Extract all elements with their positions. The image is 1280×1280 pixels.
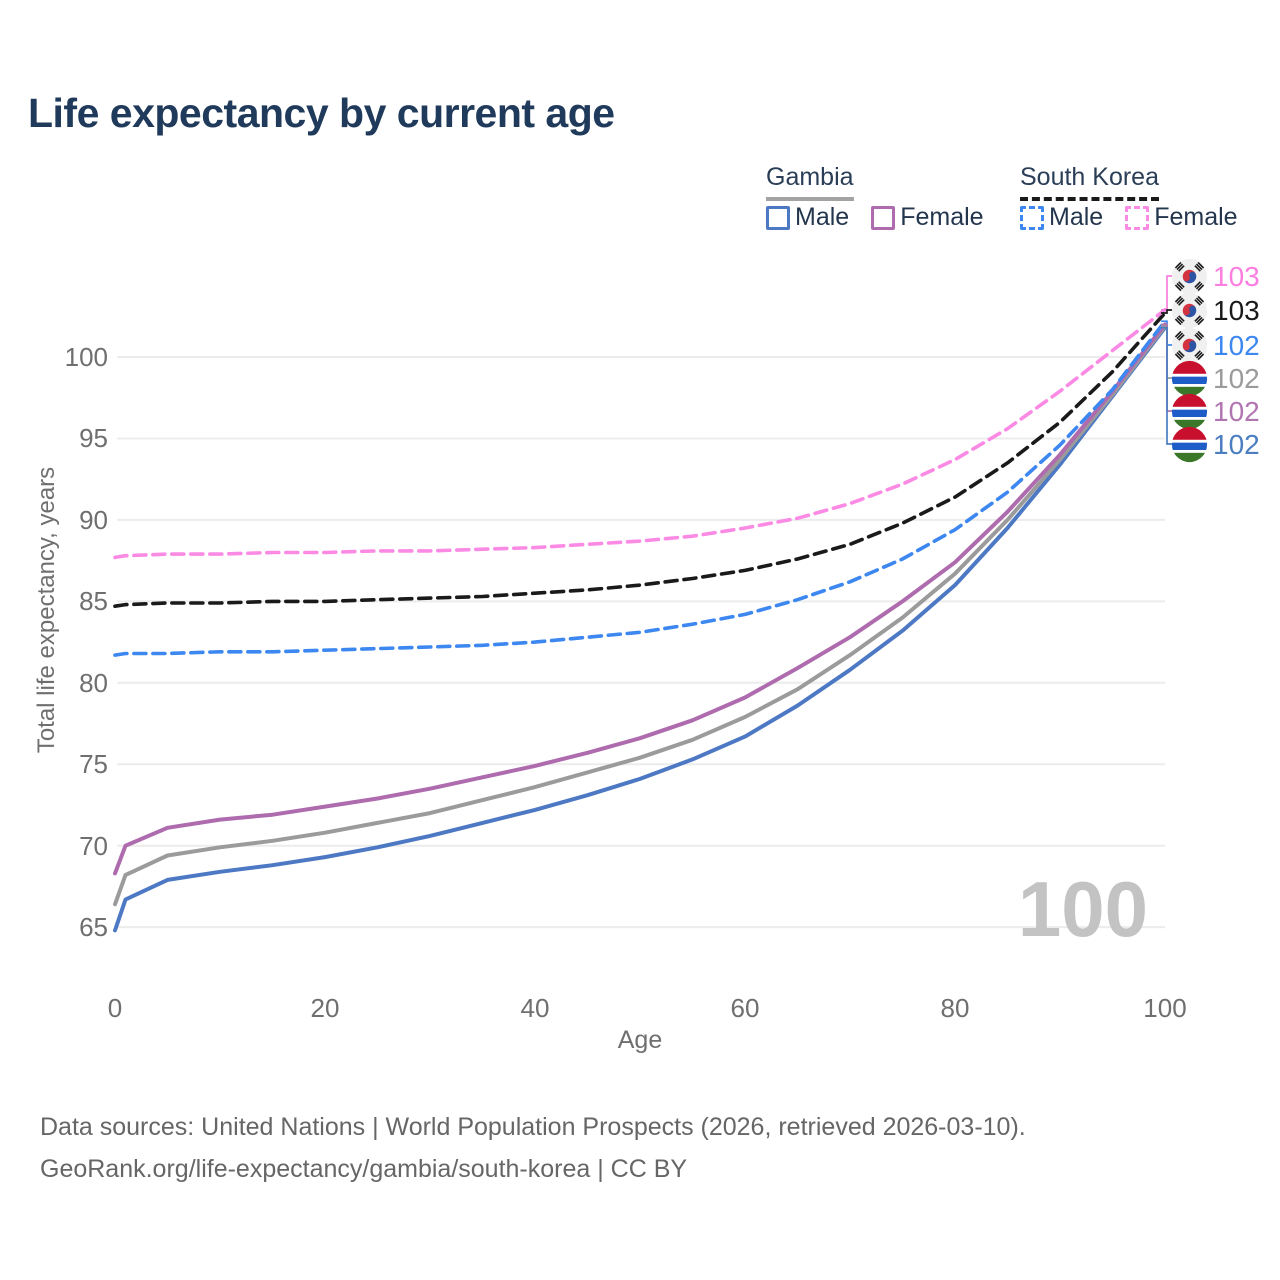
age-watermark: 100 [1017,865,1149,953]
series-line-gm_total [113,324,1167,907]
end-label-value: 102 [1213,395,1260,427]
legend-item-gambia-female[interactable]: Female [871,203,984,232]
legend-title-south-korea: South Korea [1020,163,1159,201]
legend-title-gambia: Gambia [766,163,854,201]
legend-item-gambia-male[interactable]: Male [766,203,849,232]
flag-icon-south-korea [1171,292,1208,329]
legend-label-south-korea-male: Male [1049,203,1104,231]
legend-swatch-south-korea-male [1020,205,1044,230]
flag-icon-gambia [1171,360,1208,397]
legend-item-south-korea-male[interactable]: Male [1020,203,1103,232]
legend-group-south-korea: South Korea Male Female [1020,163,1238,231]
end-label-row-sk_female[interactable]: 103 [1171,258,1260,295]
page-title: Life expectancy by current age [28,90,615,136]
y-tick-label: 95 [79,423,108,454]
end-label-value: 102 [1213,428,1260,460]
flag-icon-south-korea [1171,258,1208,295]
legend-item-south-korea-female[interactable]: Female [1125,203,1238,232]
y-tick-label: 85 [79,586,108,617]
end-label-connector [1161,309,1172,314]
end-label-row-gm_male[interactable]: 102 [1171,426,1260,463]
x-tick-label: 80 [940,993,970,1023]
x-tick-label: 0 [107,993,123,1023]
x-tick-label: 60 [730,993,760,1023]
y-tick-label: 80 [79,667,108,698]
flag-icon-gambia [1171,426,1208,463]
series-line-sk_total [113,311,1167,609]
end-label-row-sk_male[interactable]: 102 [1171,327,1260,364]
legend-label-gambia-male: Male [795,203,850,231]
end-label-connector [1161,326,1172,445]
series-line-gm_female [113,322,1167,876]
end-label-row-sk_total[interactable]: 103 [1171,292,1260,329]
footer-sources: Data sources: United Nations | World Pop… [40,1113,1026,1141]
flag-icon-south-korea [1171,327,1208,364]
flag-icon-gambia [1171,393,1208,430]
y-tick-label: 90 [79,504,108,535]
y-tick-label: 65 [79,912,108,943]
legend-swatch-gambia-female [871,205,896,230]
series-line-gm_male [113,325,1167,933]
series-line-sk_female [113,307,1167,560]
legend-swatch-gambia-male [766,205,790,230]
end-label-value: 102 [1213,362,1260,394]
footer: Data sources: United Nations | World Pop… [40,1106,1026,1190]
legend-label-south-korea-female: Female [1154,203,1238,231]
legend-swatch-south-korea-female [1125,205,1150,230]
end-label-value: 102 [1213,329,1260,361]
y-tick-label: 70 [79,830,108,861]
end-label-value: 103 [1213,294,1260,326]
footer-link: GeoRank.org/life-expectancy/gambia/south… [40,1155,688,1183]
legend-group-gambia: Gambia Male Female [766,163,984,231]
end-label-row-gm_female[interactable]: 102 [1171,393,1260,430]
x-tick-label: 100 [1143,993,1187,1023]
y-tick-label: 75 [79,749,108,780]
x-axis-title: Age [617,1026,663,1054]
y-tick-label: 100 [64,342,108,372]
series-line-sk_male [113,319,1167,657]
end-label-connector [1161,275,1172,311]
x-tick-label: 20 [310,993,340,1023]
end-label-value: 103 [1213,260,1260,292]
legend-label-gambia-female: Female [900,203,984,231]
x-tick-label: 40 [520,993,550,1023]
end-label-row-gm_total[interactable]: 102 [1171,360,1260,397]
